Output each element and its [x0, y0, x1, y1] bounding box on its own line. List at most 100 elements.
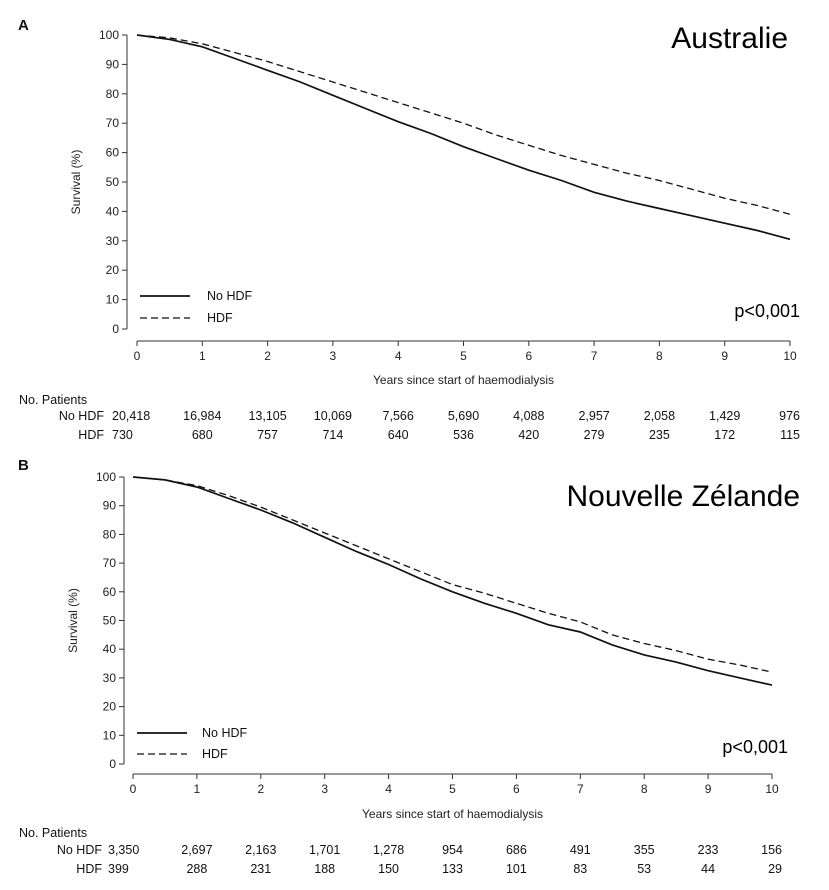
risk-cell: 536 [453, 428, 474, 442]
x-tick-label: 4 [395, 349, 402, 363]
y-tick-label: 40 [103, 642, 117, 656]
legend-label: HDF [202, 747, 228, 761]
y-tick-label: 10 [103, 728, 117, 742]
x-tick-label: 2 [264, 349, 271, 363]
x-tick-label: 8 [641, 782, 648, 796]
risk-row-label: HDF [76, 862, 102, 876]
series-line-no-hdf [136, 34, 791, 241]
risk-cell: 730 [112, 428, 133, 442]
x-tick-label: 8 [656, 349, 663, 363]
y-tick-label: 20 [103, 700, 117, 714]
x-tick-label: 9 [705, 782, 712, 796]
panel-a: A Australie 0 10 20 30 40 50 60 70 80 90 100 0 1 2 3 4 5 6 7… [18, 17, 800, 442]
y-tick-label: 90 [103, 499, 117, 513]
risk-cell: 4,088 [513, 409, 544, 423]
risk-cell: 10,069 [314, 409, 352, 423]
x-tick-label: 10 [783, 349, 797, 363]
y-tick-label: 100 [99, 28, 119, 42]
risk-cell: 172 [714, 428, 735, 442]
y-tick-label: 30 [103, 671, 117, 685]
risk-row-label: No HDF [59, 409, 105, 423]
risk-cell: 399 [108, 862, 129, 876]
y-tick-label: 70 [106, 116, 120, 130]
risk-cell: 115 [780, 428, 800, 442]
legend-label: No HDF [202, 726, 248, 740]
x-tick-label: 0 [134, 349, 141, 363]
x-tick-label: 5 [460, 349, 467, 363]
chart-title: Nouvelle Zélande [567, 480, 800, 513]
risk-cell: 976 [779, 409, 800, 423]
risk-cell: 279 [584, 428, 605, 442]
chart-title: Australie [671, 22, 788, 55]
risk-cell: 757 [257, 428, 278, 442]
panel-letter: A [18, 17, 29, 34]
x-tick-label: 1 [199, 349, 206, 363]
y-tick-label: 80 [103, 527, 117, 541]
y-tick-label: 90 [106, 57, 120, 71]
risk-cell: 3,350 [108, 843, 139, 857]
series-line-hdf [136, 34, 791, 215]
legend-label: HDF [207, 311, 233, 325]
y-tick-label: 80 [106, 87, 120, 101]
risk-cell: 233 [698, 843, 719, 857]
p-value-annotation: p<0,001 [734, 301, 800, 321]
y-tick-label: 10 [106, 293, 120, 307]
risk-cell: 1,278 [373, 843, 404, 857]
y-tick-label: 0 [112, 322, 119, 336]
risk-cell: 680 [192, 428, 213, 442]
risk-table-header: No. Patients [19, 826, 87, 840]
panel-letter: B [18, 457, 29, 474]
risk-cell: 954 [442, 843, 463, 857]
risk-cell: 16,984 [183, 409, 221, 423]
risk-cell: 2,957 [578, 409, 609, 423]
panel-b: B Nouvelle Zélande 0 10 20 30 40 50 60 70 80 90 100 0… [18, 457, 800, 876]
y-tick-label: 100 [96, 470, 116, 484]
y-tick-label: 20 [106, 263, 120, 277]
risk-cell: 101 [506, 862, 527, 876]
risk-cell: 1,429 [709, 409, 740, 423]
risk-cell: 156 [761, 843, 782, 857]
p-value-annotation: p<0,001 [722, 737, 788, 757]
risk-cell: 2,163 [245, 843, 276, 857]
risk-cell: 491 [570, 843, 591, 857]
y-tick-label: 60 [103, 585, 117, 599]
x-tick-label: 0 [130, 782, 137, 796]
risk-cell: 714 [322, 428, 343, 442]
x-tick-label: 3 [321, 782, 328, 796]
y-tick-label: 50 [103, 614, 117, 628]
risk-cell: 20,418 [112, 409, 150, 423]
risk-cell: 288 [186, 862, 207, 876]
risk-cell: 1,701 [309, 843, 340, 857]
x-tick-label: 10 [765, 782, 779, 796]
risk-cell: 235 [649, 428, 670, 442]
risk-cell: 420 [518, 428, 539, 442]
y-tick-label: 40 [106, 204, 120, 218]
risk-cell: 7,566 [383, 409, 414, 423]
risk-cell: 188 [314, 862, 335, 876]
risk-cell: 13,105 [248, 409, 286, 423]
x-tick-label: 9 [721, 349, 728, 363]
series-line-hdf [132, 476, 773, 673]
risk-cell: 83 [573, 862, 587, 876]
x-axis-label: Years since start of haemodialysis [373, 373, 554, 387]
risk-cell: 355 [634, 843, 655, 857]
risk-cell: 44 [701, 862, 715, 876]
series-line-no-hdf [132, 476, 773, 686]
risk-cell: 133 [442, 862, 463, 876]
y-tick-label: 50 [106, 175, 120, 189]
risk-row-label: No HDF [57, 843, 103, 857]
y-tick-label: 0 [109, 757, 116, 771]
y-tick-label: 70 [103, 556, 117, 570]
risk-table-header: No. Patients [19, 393, 87, 407]
risk-cell: 2,697 [181, 843, 212, 857]
risk-cell: 5,690 [448, 409, 479, 423]
risk-cell: 686 [506, 843, 527, 857]
x-tick-label: 4 [385, 782, 392, 796]
risk-row-label: HDF [78, 428, 104, 442]
y-axis-label: Survival (%) [66, 588, 80, 653]
risk-cell: 150 [378, 862, 399, 876]
risk-cell: 53 [637, 862, 651, 876]
x-tick-label: 2 [257, 782, 264, 796]
legend-label: No HDF [207, 289, 253, 303]
